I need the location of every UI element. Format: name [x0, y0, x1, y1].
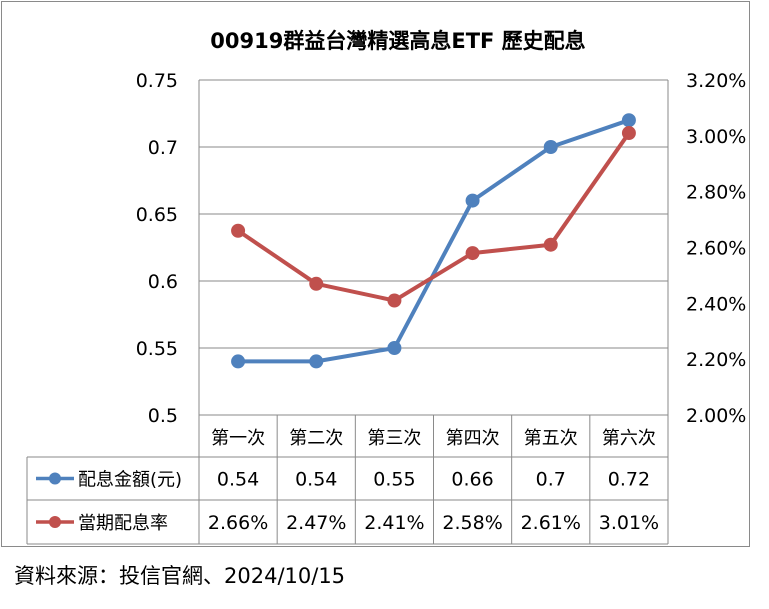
data-point	[231, 354, 246, 369]
data-label: 0.72	[608, 469, 650, 491]
chart-border	[1, 1, 750, 547]
right-tick-label: 2.60%	[686, 238, 746, 260]
category-label: 第二次	[289, 428, 343, 449]
data-point	[387, 341, 402, 355]
data-label: 0.55	[373, 469, 415, 491]
data-label: 2.41%	[364, 512, 424, 534]
left-tick-label: 0.75	[136, 70, 178, 92]
category-label: 第六次	[602, 428, 656, 449]
data-label: 2.66%	[208, 512, 268, 534]
right-tick-label: 3.20%	[686, 70, 746, 92]
data-label: 0.54	[295, 469, 337, 491]
right-tick-label: 2.40%	[686, 293, 746, 315]
left-tick-label: 0.5	[148, 405, 178, 427]
data-point	[543, 237, 558, 252]
data-point	[543, 140, 558, 154]
chart-title: 00919群益台灣精選高息ETF 歷史配息	[210, 29, 585, 53]
data-point	[621, 126, 636, 141]
left-tick-label: 0.55	[136, 338, 178, 360]
left-axis: 0.75 0.7 0.65 0.6 0.55 0.5	[136, 70, 178, 427]
data-point	[465, 246, 480, 261]
category-label: 第一次	[211, 428, 265, 449]
data-point	[387, 293, 402, 308]
legend-key-marker	[49, 472, 61, 485]
data-point	[309, 354, 324, 369]
data-label: 2.61%	[521, 512, 581, 534]
chart: 00919群益台灣精選高息ETF 歷史配息 0.75 0.7 0.65 0.6 0.55…	[1, 1, 750, 547]
right-tick-label: 2.80%	[686, 182, 746, 204]
right-axis: 3.20% 3.00% 2.80% 2.60% 2.40% 2.20% 2.00%	[686, 70, 746, 427]
series-line	[236, 131, 631, 303]
left-tick-label: 0.7	[148, 137, 178, 159]
legend-key-marker	[49, 516, 61, 528]
data-label: 0.7	[536, 469, 566, 491]
left-tick-label: 0.6	[148, 271, 178, 293]
data-label: 2.47%	[286, 512, 346, 534]
series-name: 當期配息率	[78, 513, 168, 534]
series-line	[238, 118, 630, 364]
data-label: 0.66	[451, 469, 493, 491]
right-tick-label: 2.00%	[686, 405, 746, 427]
chart-frame: 00919群益台灣精選高息ETF 歷史配息 0.75 0.7 0.65 0.6 0.55…	[1, 1, 750, 547]
left-tick-label: 0.65	[136, 204, 178, 226]
right-tick-label: 2.20%	[686, 349, 746, 371]
data-label: 2.58%	[442, 512, 502, 534]
series-lines	[231, 113, 636, 369]
data-label: 3.01%	[599, 512, 659, 534]
data-point	[465, 193, 480, 208]
right-tick-label: 3.00%	[686, 126, 746, 148]
category-label: 第五次	[524, 428, 578, 449]
source-note: 資料來源：投信官網、2024/10/15	[14, 564, 346, 588]
data-point	[309, 276, 324, 291]
series-name: 配息金額(元)	[78, 470, 182, 491]
data-point	[231, 223, 246, 238]
category-label: 第四次	[446, 428, 500, 449]
data-point	[621, 113, 636, 128]
category-label: 第三次	[367, 428, 421, 449]
data-label: 0.54	[217, 469, 259, 491]
